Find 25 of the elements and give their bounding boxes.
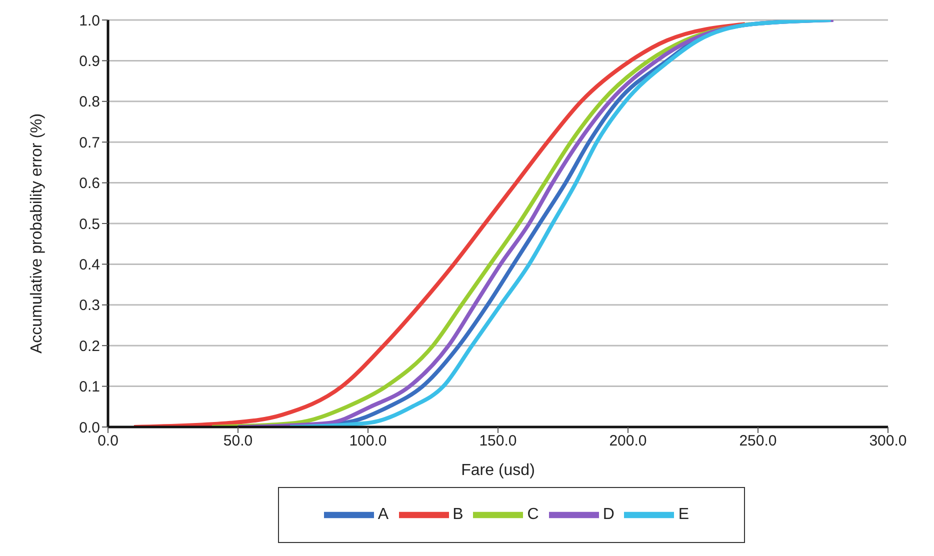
y-tick-label: 0.7 [79, 134, 100, 152]
legend-label: E [678, 506, 690, 524]
x-axis-title: Fare (usd) [461, 462, 535, 479]
x-tick-label: 50.0 [223, 432, 253, 450]
y-tick-label: 0.3 [79, 297, 100, 314]
y-tick-label: 0.5 [79, 216, 100, 233]
y-tick-label: 0.0 [79, 419, 100, 436]
x-tick-label: 300.0 [869, 432, 907, 450]
legend-label: D [602, 506, 614, 524]
y-axis-title: Accumulative probability error (%) [28, 113, 46, 354]
y-tick-label: 1.0 [79, 12, 100, 30]
legend-label: A [378, 506, 389, 524]
y-tick-label: 0.8 [79, 94, 100, 111]
x-tick-label: 250.0 [739, 432, 777, 450]
x-tick-label: 150.0 [479, 432, 517, 450]
y-tick-label: 0.4 [79, 256, 100, 274]
legend-label: C [527, 506, 539, 524]
x-tick-label: 0.0 [98, 432, 118, 450]
y-tick-label: 0.2 [79, 338, 100, 355]
legend-label: B [452, 506, 464, 524]
x-tick-label: 100.0 [349, 432, 387, 450]
y-tick-label: 0.1 [79, 378, 100, 396]
x-tick-label: 200.0 [609, 432, 647, 450]
y-tick-label: 0.6 [79, 175, 100, 192]
y-tick-label: 0.9 [79, 53, 100, 70]
